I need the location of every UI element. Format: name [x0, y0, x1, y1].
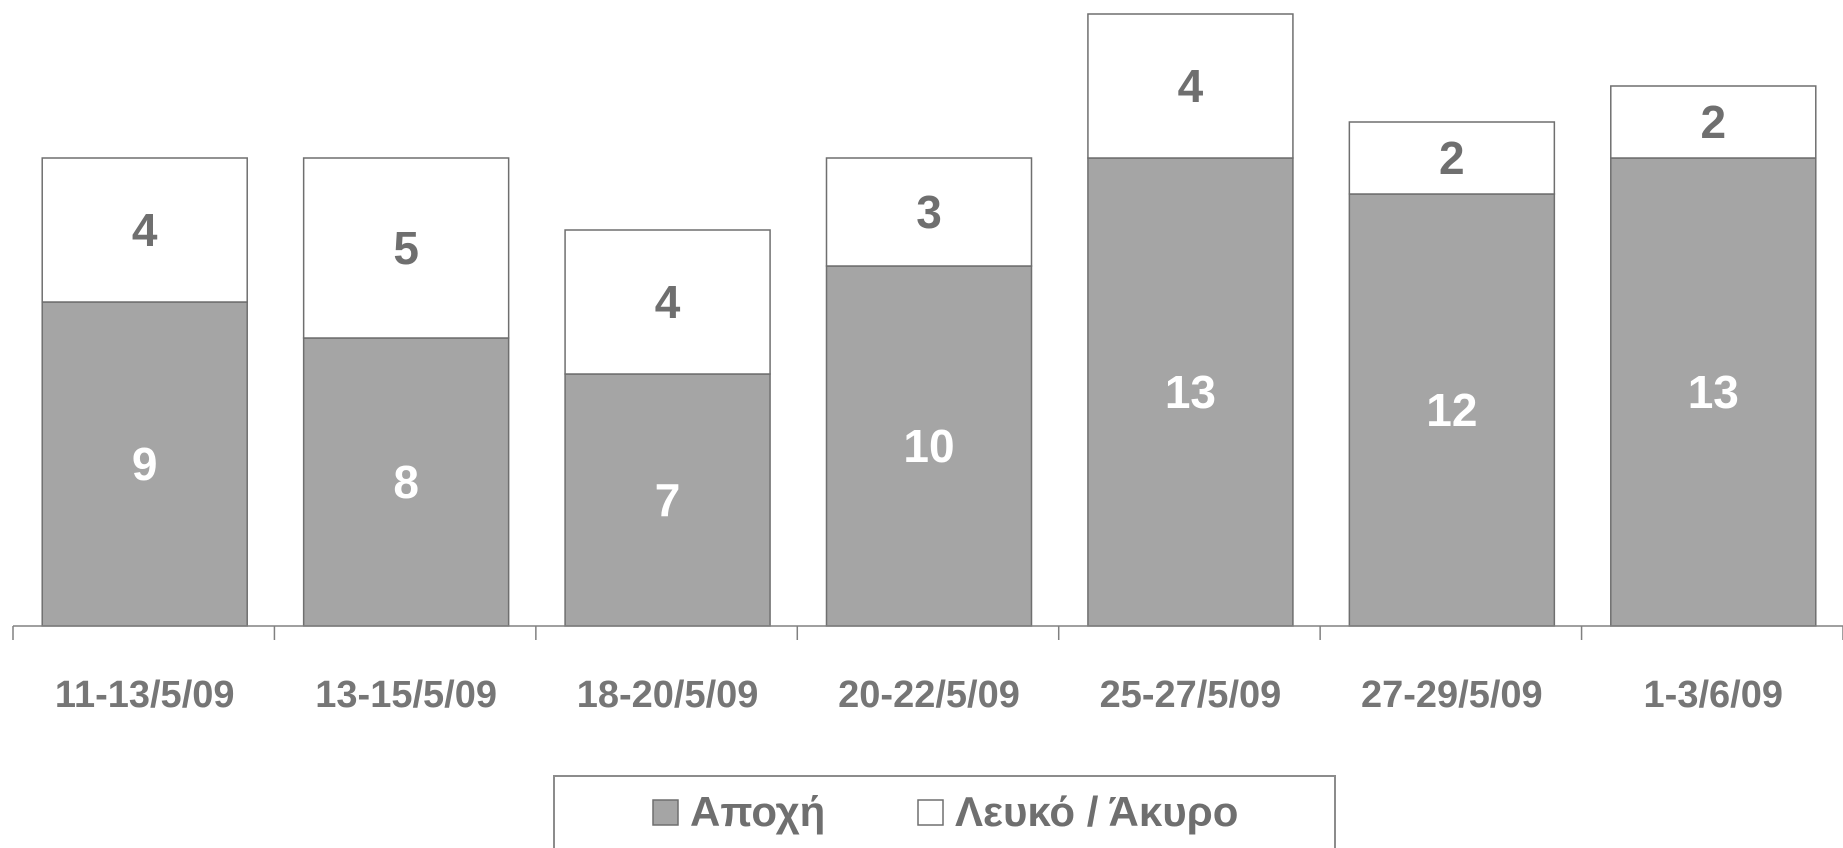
data-label-blank-invalid: 4 — [132, 204, 158, 256]
x-tick-label: 13-15/5/09 — [315, 674, 497, 716]
data-label-blank-invalid: 4 — [655, 276, 681, 328]
data-label-abstention: 13 — [1688, 366, 1739, 418]
x-axis — [12, 625, 1843, 640]
bar-blank-invalid — [302, 157, 510, 339]
bar-abstention — [1610, 157, 1817, 627]
x-tick-label: 25-27/5/09 — [1100, 674, 1282, 716]
data-label-blank-invalid: 4 — [1178, 60, 1204, 112]
legend-label-blank-invalid: Λευκό / Άκυρο — [955, 788, 1238, 835]
legend: Αποχή Λευκό / Άκυρο — [553, 775, 1336, 848]
bar-abstention — [1348, 193, 1556, 627]
data-label-blank-invalid: 2 — [1700, 96, 1726, 148]
bar-blank-invalid — [1610, 85, 1817, 159]
x-tick-label: 1-3/6/09 — [1644, 674, 1783, 716]
bars-layer: 9 4 8 5 7 4 10 3 13 4 12 2 13 2 — [41, 13, 1817, 627]
data-label-abstention: 8 — [393, 456, 419, 508]
x-tick-label: 20-22/5/09 — [838, 674, 1020, 716]
data-label-abstention: 12 — [1426, 384, 1477, 436]
bar-abstention — [41, 301, 248, 627]
legend-swatch-blank-invalid — [917, 799, 944, 826]
data-label-abstention: 13 — [1165, 366, 1216, 418]
data-label-abstention: 9 — [132, 438, 158, 490]
legend-swatch-abstention — [652, 799, 679, 826]
data-label-abstention: 10 — [903, 420, 954, 472]
x-tick-label: 27-29/5/09 — [1361, 674, 1543, 716]
bar-blank-invalid — [1348, 121, 1556, 195]
data-label-blank-invalid: 3 — [916, 186, 942, 238]
bar-blank-invalid — [825, 157, 1033, 267]
data-label-blank-invalid: 2 — [1439, 132, 1465, 184]
legend-box — [553, 775, 1336, 848]
x-tick-label: 18-20/5/09 — [577, 674, 759, 716]
x-tick-labels: 11-13/5/09 13-15/5/09 18-20/5/09 20-22/5/09… — [55, 674, 1783, 716]
bar-abstention — [564, 373, 771, 627]
bar-blank-invalid — [1087, 13, 1294, 159]
data-label-abstention: 7 — [655, 474, 681, 526]
bar-blank-invalid — [41, 157, 248, 303]
bar-abstention — [825, 265, 1033, 627]
x-tick-label: 11-13/5/09 — [55, 674, 235, 716]
bar-blank-invalid — [564, 229, 771, 375]
legend-label-abstention: Αποχή — [690, 788, 825, 835]
data-label-blank-invalid: 5 — [393, 222, 419, 274]
